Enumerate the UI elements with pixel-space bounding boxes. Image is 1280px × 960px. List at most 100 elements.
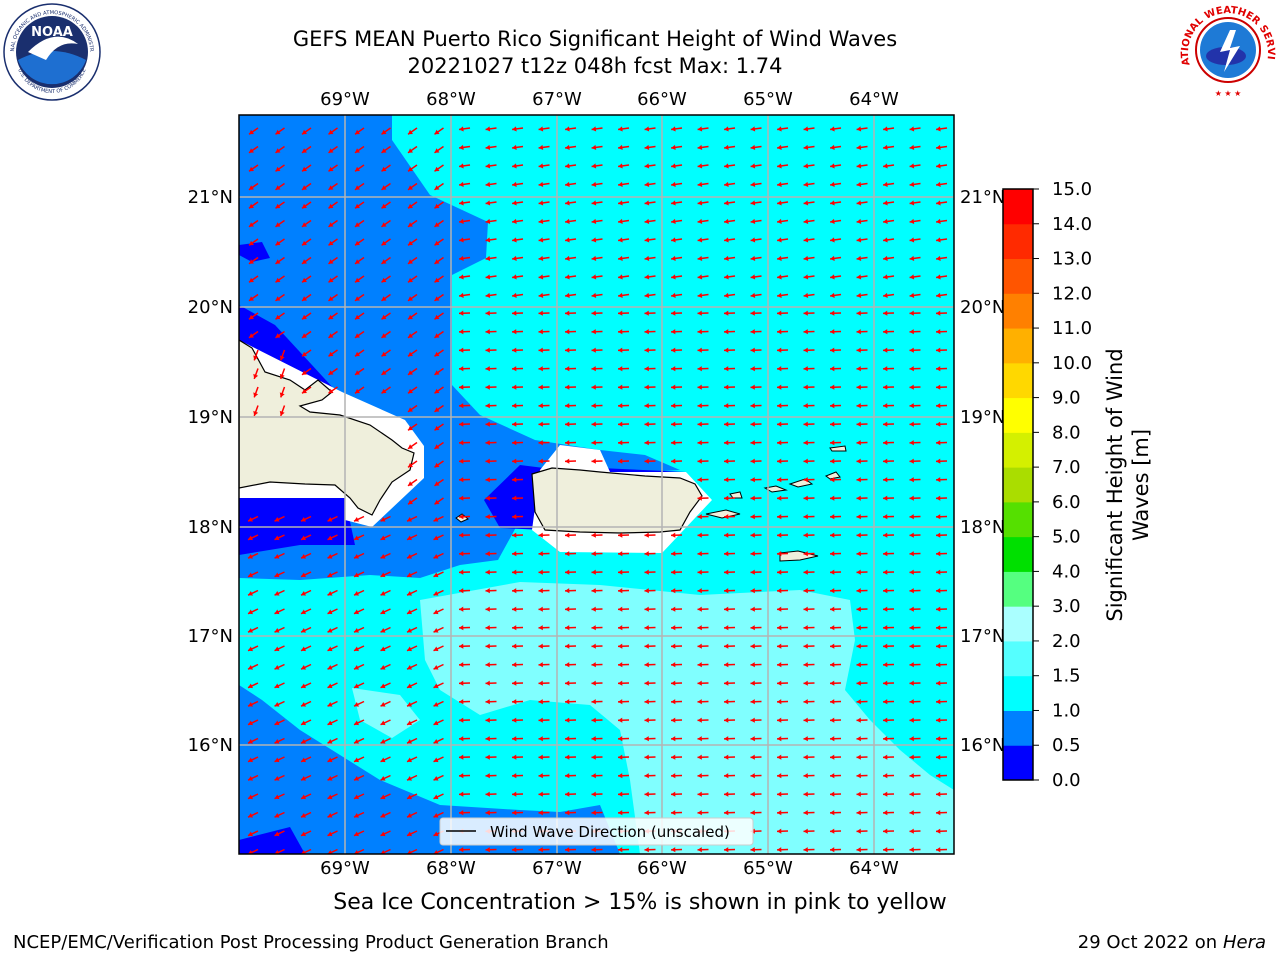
wind-arrow-head	[777, 551, 782, 557]
wind-arrow-head	[381, 370, 387, 375]
wind-arrow-head	[883, 440, 888, 446]
wind-arrow-head	[883, 458, 888, 464]
wind-arrow-head	[750, 458, 755, 464]
wind-arrow-head	[248, 794, 254, 800]
wind-arrow-head	[407, 296, 413, 301]
wind-arrow-head	[538, 421, 543, 427]
wind-arrow-head	[248, 129, 254, 135]
wind-arrow-head	[459, 625, 464, 631]
wind-arrow-head	[671, 791, 676, 797]
wind-arrow-head	[909, 828, 914, 834]
wind-arrow-head	[830, 643, 835, 649]
wind-arrow-head	[856, 126, 862, 132]
wind-arrow-head	[883, 144, 888, 150]
wind-arrow-head	[936, 458, 941, 464]
wind-arrow-head	[777, 847, 782, 853]
wind-arrow-head	[565, 569, 570, 575]
wind-arrow-head	[883, 643, 888, 649]
wind-arrow-head	[459, 144, 464, 150]
colorbar-swatch	[1003, 189, 1033, 225]
lon-label-top: 67°W	[532, 89, 582, 110]
wind-arrow-head	[883, 366, 888, 372]
wind-arrow-head	[565, 458, 570, 464]
wind-arrow-head	[485, 514, 490, 520]
wind-arrow-head	[275, 314, 281, 320]
wind-arrow-head	[274, 609, 280, 615]
wind-arrow-head	[856, 292, 862, 298]
wind-arrow-head	[434, 333, 440, 338]
wind-arrow-head	[328, 370, 334, 375]
wind-arrow-head	[856, 847, 861, 853]
colorbar-tick-label: 6.0	[1052, 492, 1081, 513]
wind-arrow-head	[434, 148, 440, 153]
wind-arrow-head	[644, 310, 649, 316]
wind-arrow-head	[803, 347, 808, 353]
island-st-croix	[779, 550, 819, 562]
wind-arrow-head	[936, 791, 941, 797]
wind-arrow-head	[803, 144, 809, 150]
wind-arrow-head	[883, 421, 888, 427]
wind-arrow-head	[856, 606, 861, 612]
region-high-2	[352, 688, 420, 738]
wind-arrow-head	[538, 181, 544, 187]
wind-arrow-head	[724, 274, 729, 280]
wind-arrow-head	[777, 421, 782, 427]
wind-arrow-head	[724, 532, 729, 538]
wind-arrow-head	[354, 259, 360, 264]
wind-arrow-head	[909, 292, 915, 298]
wind-arrow-head	[803, 218, 809, 224]
wind-arrow-head	[565, 255, 570, 261]
wind-arrow-head	[883, 292, 888, 298]
wind-arrow-head	[274, 739, 280, 744]
colorbar-swatch	[1003, 467, 1033, 503]
wind-arrow-head	[936, 532, 941, 538]
wind-arrow-head	[856, 532, 861, 538]
wind-arrow-head	[591, 736, 596, 742]
wind-arrow-head	[803, 329, 808, 335]
wind-arrow-head	[777, 403, 782, 409]
wind-arrow-head	[830, 126, 835, 132]
wind-arrow-head	[936, 403, 941, 409]
wind-arrow-head	[697, 458, 702, 464]
wind-arrow-head	[856, 736, 861, 742]
wind-arrow-head	[591, 699, 596, 705]
wind-arrow-head	[803, 458, 808, 464]
wind-arrow-head	[354, 517, 360, 522]
wind-arrow-head	[380, 535, 386, 541]
wind-arrow-head	[644, 347, 649, 353]
wind-arrow-head	[434, 444, 440, 449]
wind-arrow-head	[380, 665, 386, 670]
wind-arrow-head	[512, 736, 517, 742]
wind-arrow-head	[485, 717, 490, 723]
wind-arrow-head	[275, 185, 281, 190]
wind-arrow-head	[830, 237, 835, 243]
wind-arrow-head	[459, 310, 464, 316]
wind-arrow-head	[936, 181, 941, 187]
wind-arrow-head	[433, 609, 439, 615]
wind-arrow-head	[512, 680, 517, 686]
wind-arrow-head	[248, 628, 254, 633]
wind-arrow-head	[538, 791, 543, 797]
wind-arrow-head	[883, 828, 888, 834]
wind-arrow-head	[856, 403, 861, 409]
date-stamp: 29 Oct 2022 on Hera	[1078, 932, 1266, 953]
wind-arrow-head	[565, 384, 570, 390]
wind-arrow-head	[750, 366, 755, 372]
wind-arrow-head	[459, 532, 464, 538]
wind-arrow-head	[459, 773, 464, 779]
colorbar-tick-label: 10.0	[1052, 353, 1092, 374]
wind-arrow-head	[354, 222, 360, 227]
wind-arrow-head	[354, 591, 360, 596]
wind-arrow-head	[697, 347, 702, 353]
wind-arrow-head	[830, 680, 835, 686]
wind-arrow-head	[459, 384, 464, 390]
wind-arrow-head	[565, 421, 570, 427]
wind-arrow-head	[565, 163, 570, 169]
wind-arrow-head	[301, 314, 307, 320]
wind-arrow-head	[830, 551, 835, 557]
wind-arrow-head	[750, 606, 755, 612]
wind-arrow-head	[936, 384, 941, 390]
wind-arrow-head	[381, 129, 387, 135]
wind-arrow-head	[274, 702, 280, 707]
wind-arrow-head	[565, 791, 570, 797]
